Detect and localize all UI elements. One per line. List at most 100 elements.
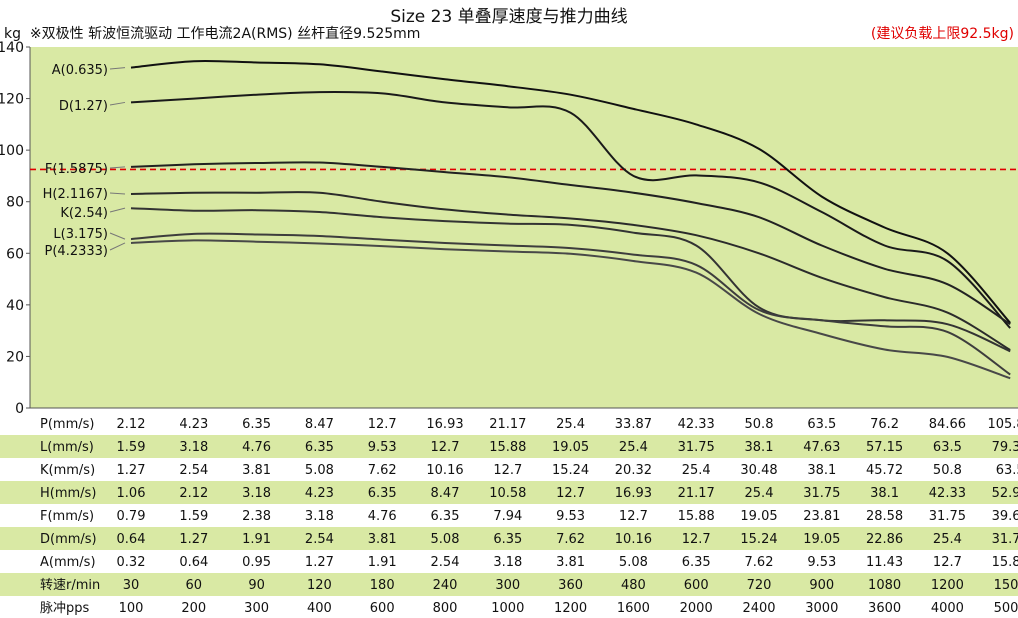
table-cell: 21.17 xyxy=(678,486,715,501)
table-cell: 84.66 xyxy=(929,417,966,432)
y-tick-label: 120 xyxy=(0,92,24,108)
table-cell: 15.88 xyxy=(992,555,1018,570)
table-cell: 1.91 xyxy=(368,555,397,570)
table-cell: 0.64 xyxy=(117,532,146,547)
table-cell: 6.35 xyxy=(242,417,271,432)
table-cell: 11.43 xyxy=(866,555,903,570)
table-cell: 7.62 xyxy=(368,463,397,478)
table-cell: 19.05 xyxy=(552,440,589,455)
series-line-h xyxy=(130,191,1011,351)
table-row-band xyxy=(0,435,1018,458)
table-cell: 15.24 xyxy=(740,532,777,547)
table-cell: 1080 xyxy=(868,578,901,593)
series-leader-k xyxy=(109,207,126,213)
table-cell: 4.23 xyxy=(179,417,208,432)
series-label-d: D(1.27) xyxy=(59,99,108,114)
y-tick-label: 20 xyxy=(6,349,24,365)
table-cell: 200 xyxy=(181,601,206,616)
table-cell: 2.12 xyxy=(117,417,146,432)
table-cell: 240 xyxy=(433,578,458,593)
table-cell: 4.76 xyxy=(368,509,397,524)
table-cell: 1000 xyxy=(491,601,524,616)
series-line-p xyxy=(130,239,1011,380)
series-line-k xyxy=(130,207,1011,353)
table-cell: 12.7 xyxy=(619,509,648,524)
table-cell: 23.81 xyxy=(803,509,840,524)
series-leader-f xyxy=(109,166,126,169)
table-cell: 16.93 xyxy=(615,486,652,501)
table-cell: 8.47 xyxy=(305,417,334,432)
table-cell: 50.8 xyxy=(745,417,774,432)
table-cell: 4.76 xyxy=(242,440,271,455)
table-row-label: F(mm/s) xyxy=(40,509,94,524)
table-cell: 10.58 xyxy=(489,486,526,501)
series-line-a xyxy=(130,59,1011,324)
table-cell: 3000 xyxy=(805,601,838,616)
table-cell: 360 xyxy=(558,578,583,593)
table-cell: 5.08 xyxy=(619,555,648,570)
table-cell: 6.35 xyxy=(493,532,522,547)
table-row-label: A(mm/s) xyxy=(40,555,96,570)
table-cell: 12.7 xyxy=(682,532,711,547)
table-cell: 25.4 xyxy=(682,463,711,478)
plot-area xyxy=(30,47,1018,408)
table-cell: 28.58 xyxy=(866,509,903,524)
table-cell: 31.75 xyxy=(678,440,715,455)
table-cell: 38.1 xyxy=(870,486,899,501)
table-cell: 3600 xyxy=(868,601,901,616)
table-cell: 1.59 xyxy=(179,509,208,524)
table-cell: 5000 xyxy=(994,601,1018,616)
table-cell: 1.59 xyxy=(117,440,146,455)
table-cell: 10.16 xyxy=(426,463,463,478)
table-cell: 600 xyxy=(684,578,709,593)
table-cell: 1600 xyxy=(617,601,650,616)
table-cell: 480 xyxy=(621,578,646,593)
table-cell: 12.7 xyxy=(933,555,962,570)
table-cell: 0.32 xyxy=(117,555,146,570)
table-cell: 63.5 xyxy=(996,463,1018,478)
test-conditions: ※双极性 斩波恒流驱动 工作电流2A(RMS) 丝杆直径9.525mm xyxy=(29,26,421,42)
table-cell: 5.08 xyxy=(305,463,334,478)
table-cell: 25.4 xyxy=(619,440,648,455)
table-cell: 39.69 xyxy=(992,509,1018,524)
table-cell: 1.27 xyxy=(179,532,208,547)
table-cell: 2.54 xyxy=(305,532,334,547)
table-cell: 1.91 xyxy=(242,532,271,547)
y-tick-label: 60 xyxy=(6,246,24,262)
y-tick-label: 140 xyxy=(0,40,24,56)
table-cell: 5.08 xyxy=(431,532,460,547)
table-cell: 30.48 xyxy=(740,463,777,478)
table-cell: 52.92 xyxy=(992,486,1018,501)
series-line-d xyxy=(130,90,1011,329)
series-label-k: K(2.54) xyxy=(60,206,108,221)
series-leader-l xyxy=(109,232,126,240)
table-cell: 720 xyxy=(747,578,772,593)
table-cell: 0.64 xyxy=(179,555,208,570)
table-cell: 42.33 xyxy=(678,417,715,432)
table-cell: 33.87 xyxy=(615,417,652,432)
table-cell: 15.88 xyxy=(678,509,715,524)
table-cell: 42.33 xyxy=(929,486,966,501)
table-cell: 105.83 xyxy=(987,417,1018,432)
table-cell: 3.81 xyxy=(368,532,397,547)
y-tick-label: 0 xyxy=(15,401,24,417)
series-leader-a xyxy=(109,67,126,70)
table-cell: 1.27 xyxy=(117,463,146,478)
table-cell: 180 xyxy=(370,578,395,593)
table-cell: 1.06 xyxy=(117,486,146,501)
chart-title: Size 23 单叠厚速度与推力曲线 xyxy=(390,7,628,27)
series-label-l: L(3.175) xyxy=(53,227,108,242)
table-cell: 3.18 xyxy=(305,509,334,524)
table-cell: 6.35 xyxy=(682,555,711,570)
table-cell: 900 xyxy=(809,578,834,593)
table-cell: 1.27 xyxy=(305,555,334,570)
table-cell: 0.95 xyxy=(242,555,271,570)
table-cell: 2000 xyxy=(680,601,713,616)
y-tick-label: 80 xyxy=(6,195,24,211)
table-cell: 2.38 xyxy=(242,509,271,524)
table-cell: 60 xyxy=(186,578,203,593)
table-cell: 2.54 xyxy=(179,463,208,478)
table-cell: 63.5 xyxy=(933,440,962,455)
table-cell: 7.94 xyxy=(493,509,522,524)
